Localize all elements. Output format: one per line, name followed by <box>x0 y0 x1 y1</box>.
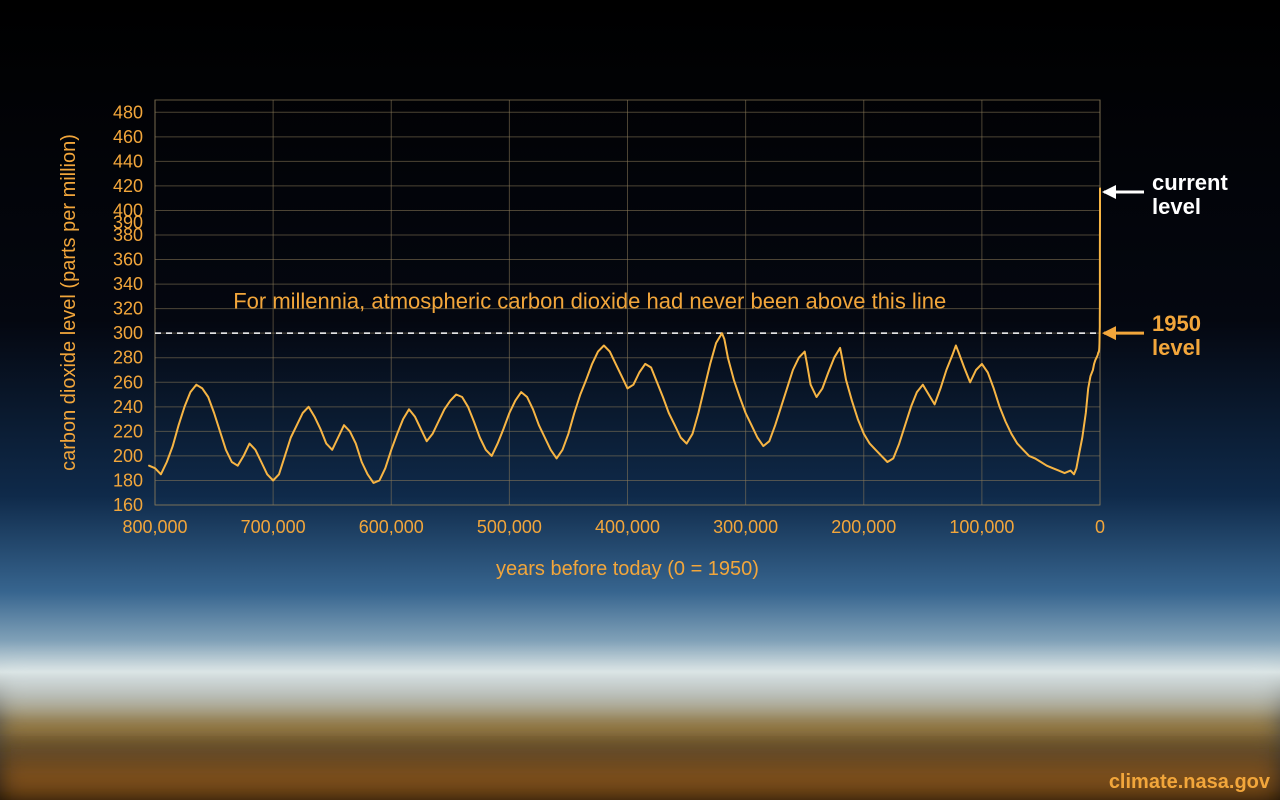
y-tick-label: 420 <box>113 176 143 196</box>
label-current-level: currentlevel <box>1152 170 1228 219</box>
x-tick-label: 500,000 <box>477 517 542 537</box>
y-tick-label: 480 <box>113 102 143 122</box>
y-tick-label: 220 <box>113 421 143 441</box>
y-tick-label: 180 <box>113 470 143 490</box>
x-tick-label: 200,000 <box>831 517 896 537</box>
x-tick-label: 0 <box>1095 517 1105 537</box>
y-tick-label: 320 <box>113 299 143 319</box>
y-tick-label: 400 <box>113 200 143 220</box>
y-tick-label: 460 <box>113 127 143 147</box>
annotation-millennia: For millennia, atmospheric carbon dioxid… <box>233 289 946 314</box>
y-tick-label: 340 <box>113 274 143 294</box>
x-tick-label: 400,000 <box>595 517 660 537</box>
x-tick-label: 600,000 <box>359 517 424 537</box>
y-axis-label: carbon dioxide level (parts per million) <box>58 134 80 471</box>
y-tick-label: 200 <box>113 446 143 466</box>
co2-series-line <box>149 188 1100 483</box>
arrow-current-level <box>1102 185 1144 199</box>
credit-text: climate.nasa.gov <box>1109 771 1271 793</box>
co2-chart: 1601802002202402602803003203403603803904… <box>0 0 1280 800</box>
x-tick-label: 100,000 <box>949 517 1014 537</box>
x-axis-label: years before today (0 = 1950) <box>496 558 759 580</box>
x-tick-label: 300,000 <box>713 517 778 537</box>
y-tick-label: 300 <box>113 323 143 343</box>
y-tick-label: 160 <box>113 495 143 515</box>
arrow-1950-level <box>1102 326 1144 340</box>
x-axis: 800,000 700,000 600,000 500,000 400,000 300,0… <box>122 517 1105 537</box>
y-tick-label: 240 <box>113 397 143 417</box>
y-tick-label: 360 <box>113 250 143 270</box>
label-1950-level: 1950level <box>1152 311 1201 360</box>
x-tick-label: 800,000 <box>122 517 187 537</box>
y-tick-label: 280 <box>113 348 143 368</box>
y-axis: 1601802002202402602803003203403603803904… <box>113 102 143 515</box>
y-tick-label: 260 <box>113 372 143 392</box>
y-tick-label: 440 <box>113 151 143 171</box>
x-tick-label: 700,000 <box>241 517 306 537</box>
